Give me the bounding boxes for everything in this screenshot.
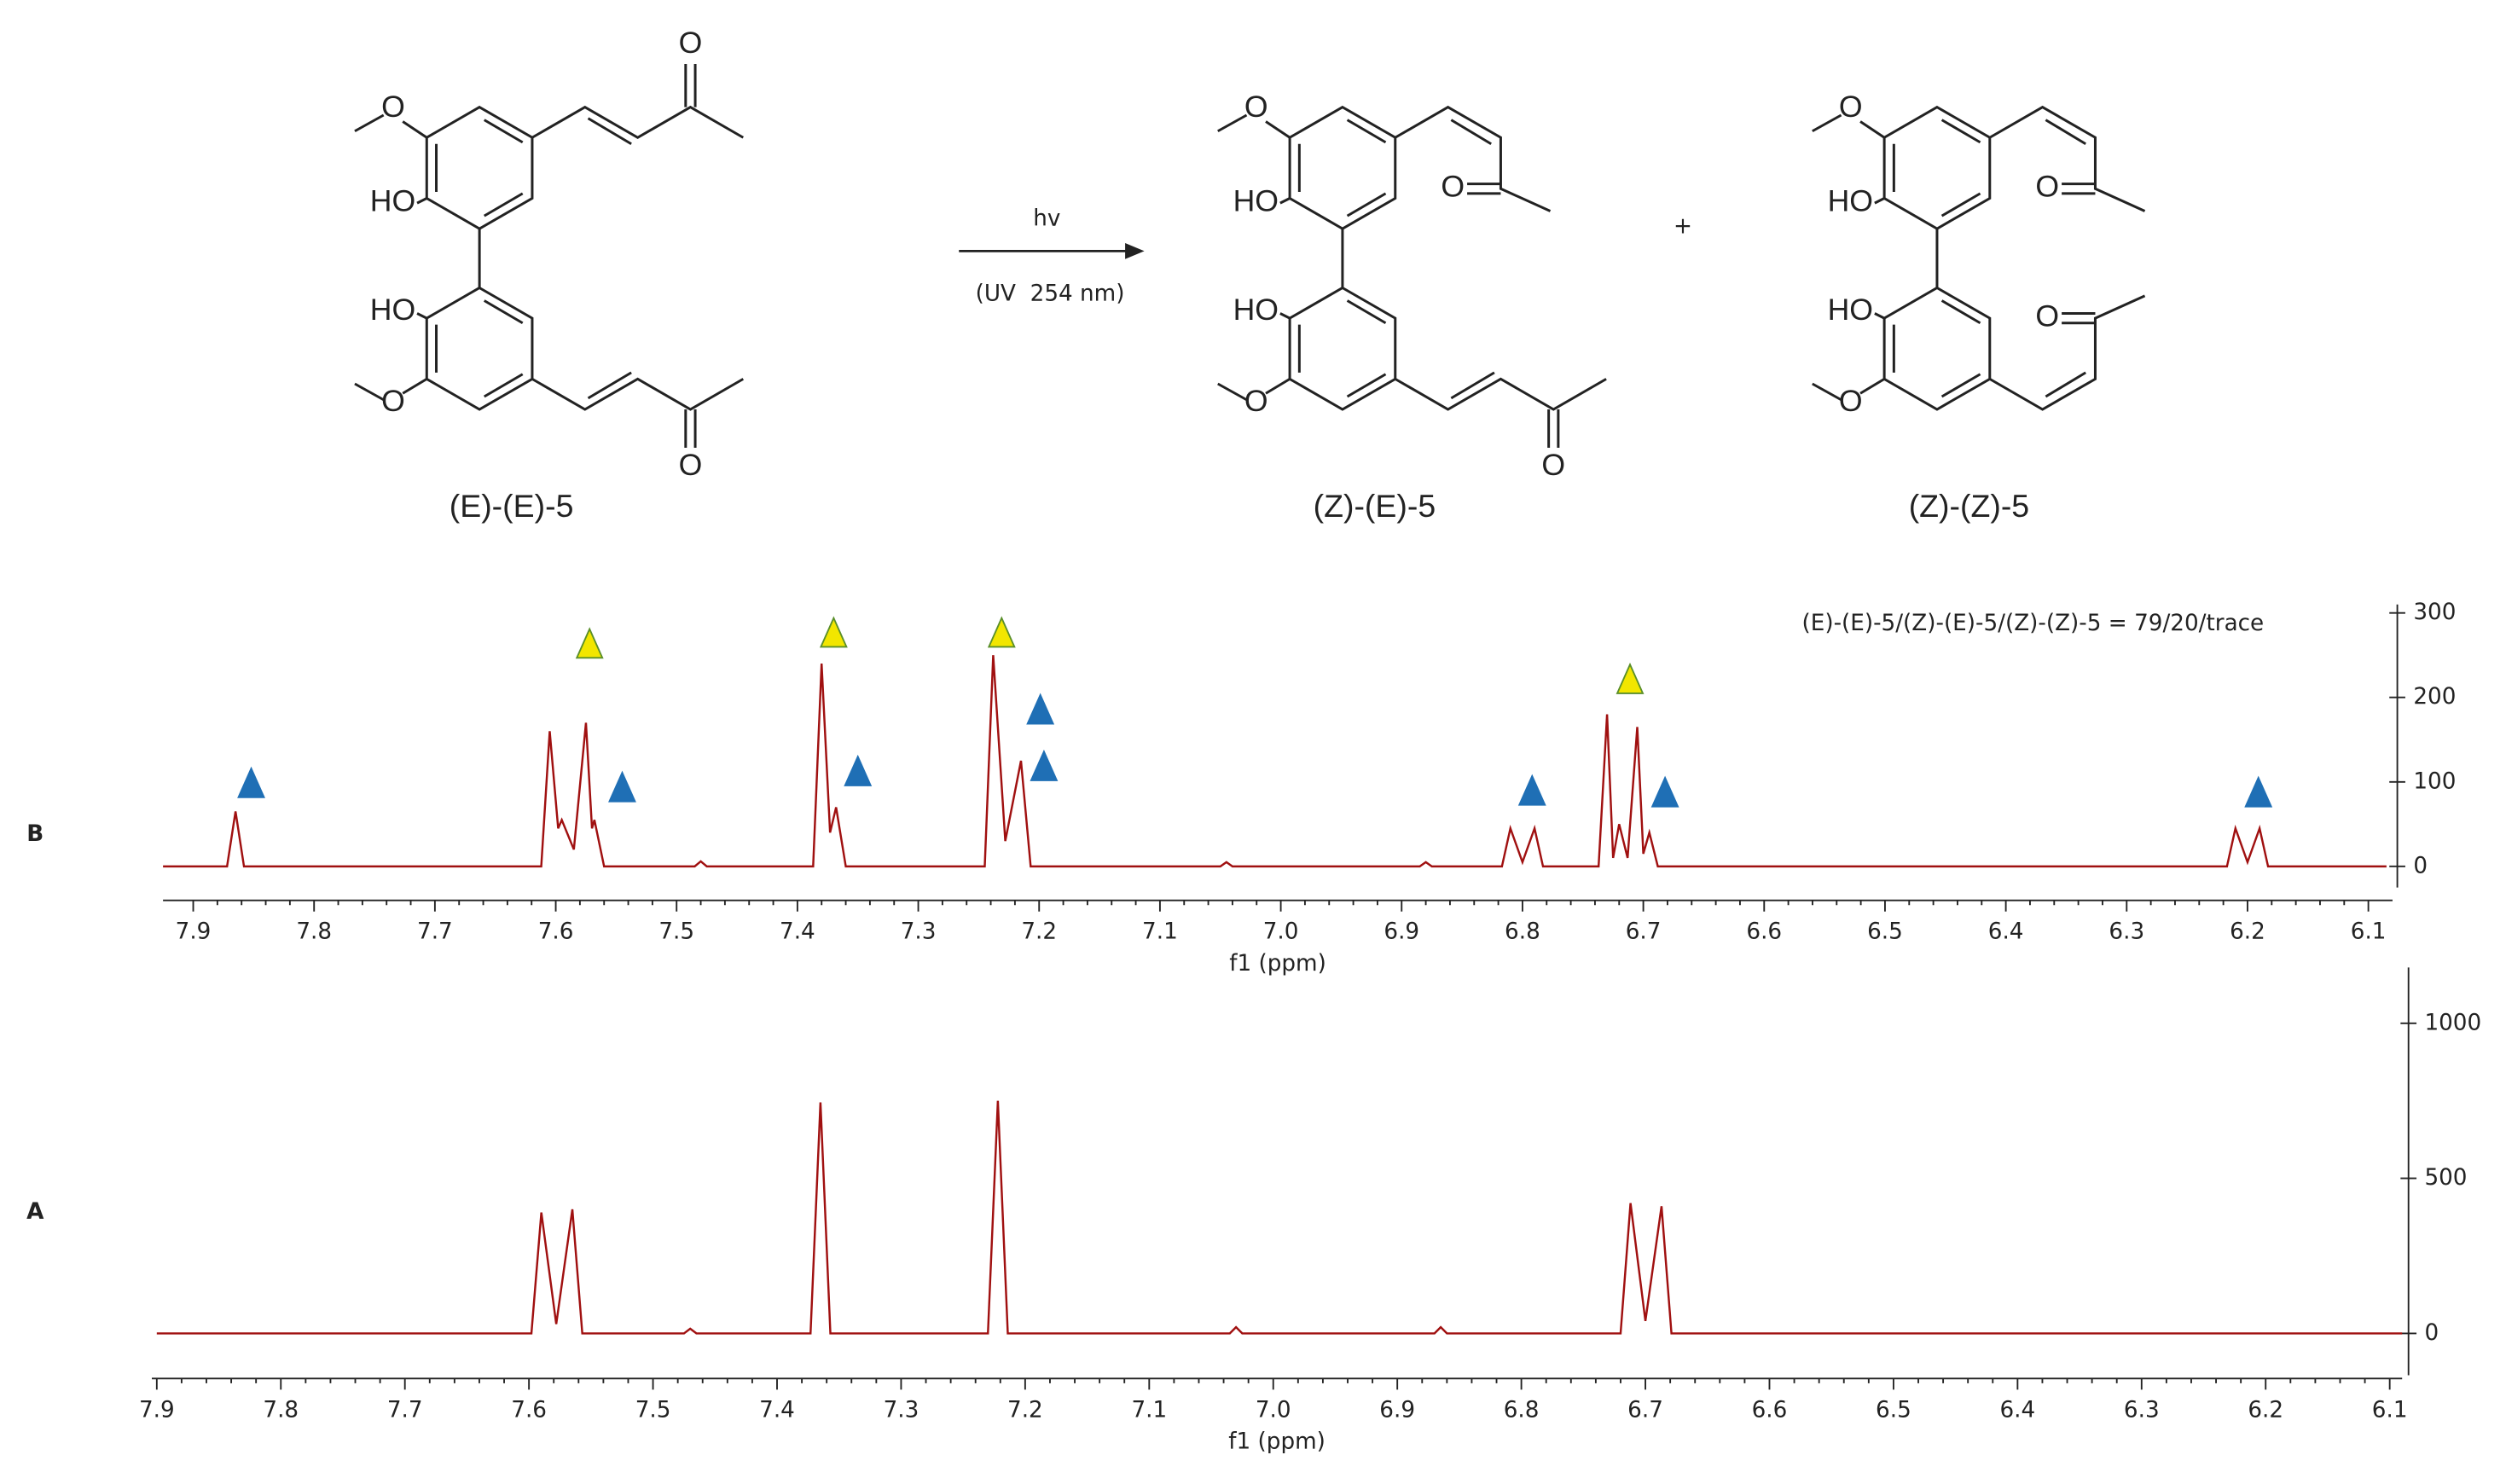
x-tick-label: 6.8	[1504, 1397, 1540, 1423]
x-tick-label: 7.1	[1142, 919, 1178, 945]
spectrum-line	[156, 1100, 2403, 1335]
atom-label: O	[679, 26, 703, 60]
x-tick-label: 6.1	[2351, 919, 2387, 945]
x-tick-label: 7.7	[387, 1397, 423, 1423]
peak-marker	[237, 766, 265, 798]
x-tick-label: 7.4	[780, 919, 815, 945]
compound-label: (E)-(E)-5	[450, 488, 574, 524]
peak-marker	[1030, 749, 1059, 781]
x-tick-label: 7.2	[1007, 1397, 1043, 1423]
atom-label: O	[2035, 170, 2059, 204]
y-tick-label: 200	[2413, 684, 2456, 710]
arrow-label: (UV 254 nm)	[976, 281, 1125, 306]
y-tick-label: 0	[2424, 1320, 2439, 1346]
atom-label: O	[1244, 90, 1268, 124]
atom-label: O	[2035, 299, 2059, 333]
y-tick-label: 0	[2413, 853, 2428, 878]
atom-label: HO	[370, 184, 415, 218]
peak-marker	[575, 627, 604, 659]
x-tick-label: 7.3	[884, 1397, 919, 1423]
ratio-annotation: (E)-(E)-5/(Z)-(E)-5/(Z)-(Z)-5 = 79/20/tr…	[1802, 611, 2265, 636]
plus-sign: +	[1674, 214, 1692, 240]
x-tick-label: 6.2	[2230, 919, 2265, 945]
atom-label: O	[381, 90, 405, 124]
atom-label: O	[381, 384, 405, 418]
x-tick-label: 7.2	[1021, 919, 1057, 945]
x-tick-label: 6.6	[1752, 1397, 1788, 1423]
y-tick-label: 100	[2413, 768, 2456, 794]
x-tick-label: 6.4	[1999, 1397, 2035, 1423]
x-tick-label: 6.4	[1988, 919, 2024, 945]
atom-label: HO	[370, 293, 415, 327]
peak-marker	[987, 616, 1016, 648]
atom-label: O	[1441, 170, 1465, 204]
x-tick-label: 7.0	[1263, 919, 1299, 945]
x-tick-label: 7.3	[901, 919, 937, 945]
peak-marker	[1650, 775, 1679, 808]
x-tick-label: 6.7	[1626, 919, 1662, 945]
y-tick-label: 300	[2413, 600, 2456, 625]
atom-label: O	[1244, 384, 1268, 418]
panel-label: A	[26, 1199, 44, 1225]
peak-marker	[608, 770, 636, 803]
x-tick-label: 7.5	[658, 919, 694, 945]
product2-structure: O HO HO O O O (Z)-(Z)-5	[1811, 90, 2147, 524]
x-tick-label: 6.3	[2109, 919, 2144, 945]
product1-structure: O HO HO O O O (Z)-(E)-5	[1216, 90, 1608, 524]
atom-label: HO	[1828, 184, 1873, 218]
x-tick-label: 7.7	[417, 919, 453, 945]
atom-label: HO	[1233, 184, 1279, 218]
x-tick-label: 6.9	[1379, 1397, 1415, 1423]
atom-label: HO	[1233, 293, 1279, 327]
atom-label: O	[1839, 90, 1863, 124]
y-tick-label: 500	[2424, 1165, 2467, 1191]
peak-marker	[1026, 693, 1055, 725]
x-axis-label: f1 (ppm)	[1228, 1429, 1326, 1455]
x-tick-label: 6.6	[1746, 919, 1782, 945]
peak-marker	[2244, 775, 2273, 808]
atom-label: HO	[1828, 293, 1873, 327]
atom-label: O	[679, 448, 703, 482]
x-tick-label: 7.0	[1256, 1397, 1291, 1423]
atom-label: O	[1839, 384, 1863, 418]
spectrum-line	[163, 655, 2387, 868]
x-tick-label: 7.8	[263, 1397, 299, 1423]
x-tick-label: 6.8	[1505, 919, 1540, 945]
x-tick-label: 7.6	[511, 1397, 547, 1423]
x-tick-label: 6.5	[1876, 1397, 1911, 1423]
x-tick-label: 7.1	[1131, 1397, 1167, 1423]
peak-marker	[819, 616, 848, 648]
arrow-label: hv	[1033, 206, 1060, 231]
x-tick-label: 6.1	[2372, 1397, 2408, 1423]
x-tick-label: 7.9	[139, 1397, 175, 1423]
reaction-arrow: hv (UV 254 nm)	[959, 206, 1145, 307]
x-tick-label: 6.9	[1384, 919, 1419, 945]
peak-marker	[844, 754, 873, 786]
peak-marker	[1616, 662, 1645, 694]
peak-marker	[1517, 774, 1546, 806]
x-tick-label: 7.9	[176, 919, 212, 945]
x-tick-label: 6.5	[1867, 919, 1903, 945]
x-axis-label: f1 (ppm)	[1229, 951, 1326, 977]
x-tick-label: 7.4	[759, 1397, 795, 1423]
compound-label: (Z)-(E)-5	[1314, 488, 1436, 524]
x-tick-label: 7.5	[635, 1397, 671, 1423]
compound-label: (Z)-(Z)-5	[1909, 488, 2029, 524]
x-tick-label: 7.8	[296, 919, 332, 945]
atom-label: O	[1541, 448, 1565, 482]
x-tick-label: 6.3	[2124, 1397, 2160, 1423]
y-tick-label: 1000	[2424, 1010, 2481, 1035]
x-tick-label: 6.2	[2248, 1397, 2283, 1423]
x-tick-label: 6.7	[1627, 1397, 1663, 1423]
x-tick-label: 7.6	[538, 919, 574, 945]
reactant-structure: O HO HO O O O (E)-(E)-5	[353, 26, 745, 524]
panel-label: B	[26, 821, 44, 847]
